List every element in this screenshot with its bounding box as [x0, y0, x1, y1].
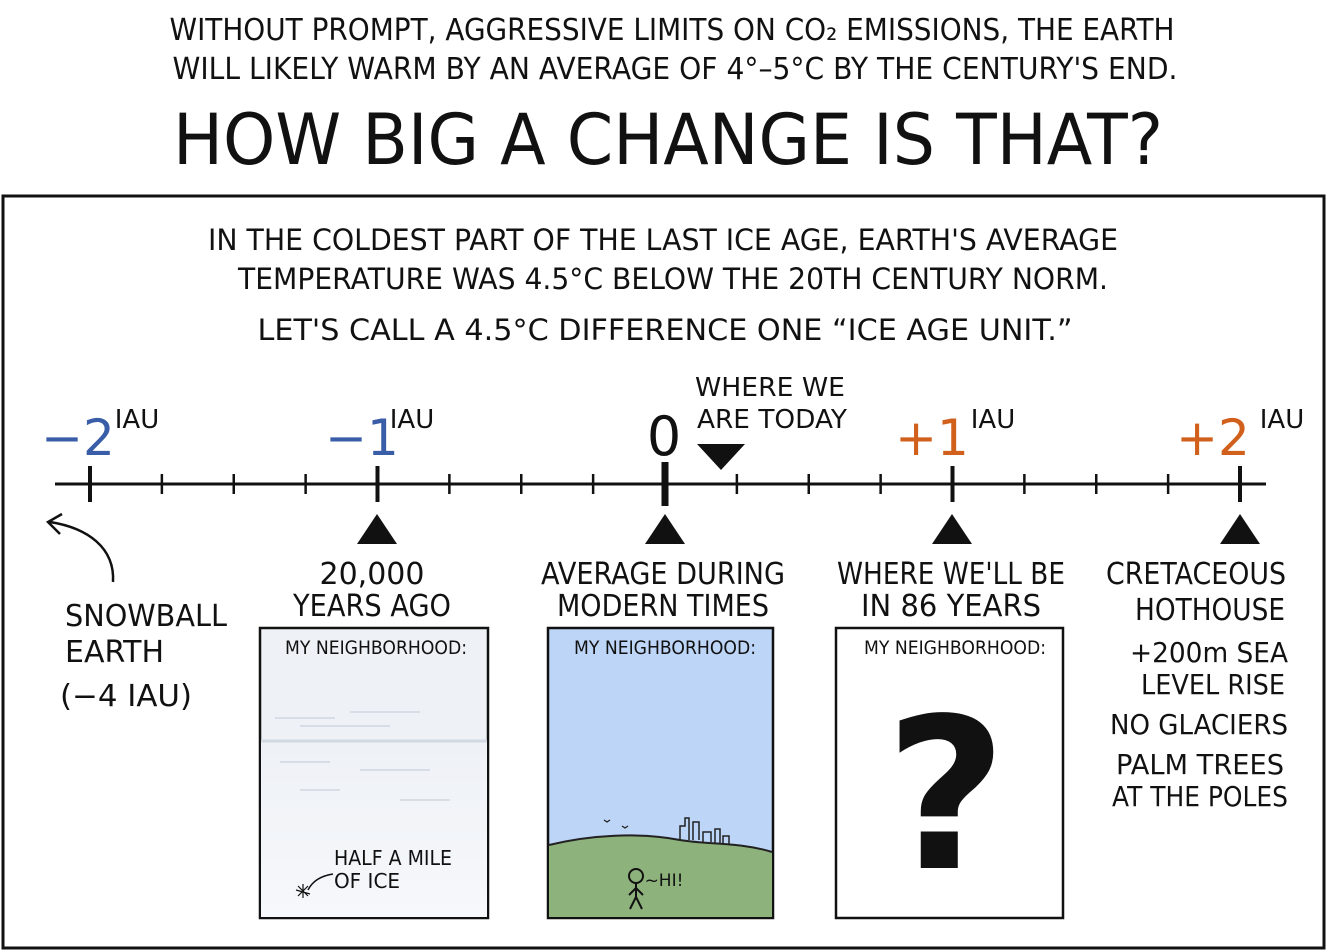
today-arrow — [697, 444, 745, 470]
ticks — [88, 462, 1242, 506]
today-label: ARE TODAY — [697, 405, 847, 435]
snowball-label: EARTH — [65, 635, 164, 670]
up-arrow — [645, 514, 685, 544]
birds — [603, 819, 629, 829]
intro-line: IN THE COLDEST PART OF THE LAST ICE AGE,… — [208, 223, 1118, 257]
subtitle-line: WITHOUT PROMPT, AGGRESSIVE LIMITS ON CO₂… — [170, 13, 1175, 48]
ice-texture — [275, 711, 450, 801]
mark-label: +1 — [895, 409, 969, 467]
cretaceous-note: +200m SEA — [1130, 636, 1288, 669]
panel-heading: MY NEIGHBORHOOD: — [574, 637, 756, 659]
snowball-label: (−4 IAU) — [60, 679, 192, 714]
up-arrow — [357, 514, 397, 544]
caption: IN 86 YEARS — [861, 589, 1041, 624]
caption: WHERE WE'LL BE — [837, 557, 1065, 592]
up-arrow — [1220, 514, 1260, 544]
mark-unit: IAU — [115, 405, 159, 435]
caption: HOTHOUSE — [1135, 593, 1285, 628]
snowball-arrow-head — [45, 512, 63, 535]
panel-note: HALF A MILE — [334, 846, 452, 870]
mark-label: +2 — [1176, 409, 1250, 467]
caption: CRETACEOUS — [1106, 557, 1286, 592]
caption: 20,000 — [320, 557, 425, 592]
intro-line: LET'S CALL A 4.5°C DIFFERENCE ONE “ICE A… — [258, 313, 1073, 347]
snowball-label: SNOWBALL — [65, 599, 227, 634]
subtitle-line: WILL LIKELY WARM BY AN AVERAGE OF 4°–5°C… — [173, 52, 1178, 87]
title: HOW BIG A CHANGE IS THAT? — [173, 99, 1163, 181]
panel-note: OF ICE — [334, 869, 400, 893]
panel-heading: MY NEIGHBORHOOD: — [285, 637, 467, 659]
skyline — [679, 817, 730, 844]
today-label: WHERE WE — [695, 373, 845, 403]
panel — [834, 626, 1065, 920]
frame — [1, 194, 1326, 950]
intro-line: TEMPERATURE WAS 4.5°C BELOW THE 20TH CEN… — [237, 262, 1108, 296]
panel-note: ~HI! — [645, 871, 684, 891]
cretaceous-note: PALM TREES — [1116, 748, 1284, 781]
caption: YEARS AGO — [292, 589, 451, 624]
mark-unit: IAU — [390, 405, 434, 435]
mark-label: −2 — [41, 409, 115, 467]
mark-unit: IAU — [971, 405, 1015, 435]
cretaceous-note: AT THE POLES — [1112, 780, 1288, 813]
note-arrow — [307, 873, 334, 891]
up-arrow — [932, 514, 972, 544]
caption: MODERN TIMES — [557, 589, 769, 624]
mark-unit: IAU — [1260, 405, 1304, 435]
cretaceous-note: NO GLACIERS — [1110, 708, 1288, 741]
question-mark: ? — [885, 673, 1007, 918]
ground — [549, 835, 772, 917]
panel-heading: MY NEIGHBORHOOD: — [864, 637, 1046, 659]
cretaceous-note: LEVEL RISE — [1141, 668, 1285, 701]
stick-figure-body — [628, 883, 644, 910]
person-marker — [295, 884, 311, 898]
caption: AVERAGE DURING — [541, 557, 785, 592]
snowball-arrow — [49, 520, 115, 583]
mark-label: −1 — [325, 409, 399, 467]
mark-label: 0 — [647, 405, 681, 468]
